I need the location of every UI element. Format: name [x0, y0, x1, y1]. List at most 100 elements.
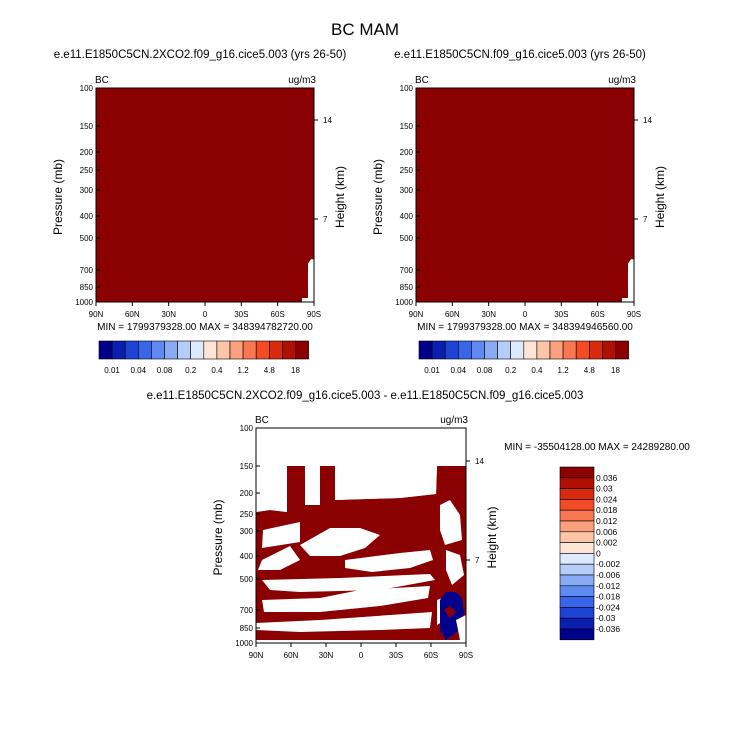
x-tick-label: 60S [424, 651, 438, 660]
y-tick-label: 300 [400, 186, 414, 195]
colorbar-swatch [457, 340, 472, 360]
colorbar-label: 18 [291, 366, 300, 375]
colorbar-label: -0.012 [596, 581, 620, 591]
colorbar-label: 0.002 [596, 538, 618, 548]
colorbar-label: 0.036 [596, 473, 618, 483]
panel-3-minmax: MIN = -35504128.00 MAX = 24289280.00 [504, 442, 690, 453]
colorbar-swatch [295, 340, 309, 360]
colorbar-swatch [559, 607, 595, 619]
colorbar-swatch [559, 553, 595, 565]
x-tick-label: 30N [319, 651, 334, 660]
field-gap [308, 259, 314, 302]
diff-field-gap [446, 550, 464, 585]
y-tick-label: 400 [240, 552, 254, 561]
colorbar-label: 0.01 [104, 366, 120, 375]
left-corner-label: BC [415, 75, 429, 86]
diff-field-gap [335, 466, 437, 500]
colorbar-label: 0.2 [505, 366, 517, 375]
y-tick-label: 500 [240, 575, 254, 584]
x-tick-label: 60N [445, 310, 460, 319]
colorbar-label: 1.2 [558, 366, 570, 375]
colorbar-swatch [559, 596, 595, 608]
diff-field-gap [262, 522, 300, 548]
colorbar-swatch [242, 340, 257, 360]
y-tick-label: 500 [400, 234, 414, 243]
colorbar-label: -0.006 [596, 570, 620, 580]
y-tick-label: 400 [80, 212, 94, 221]
colorbar-swatch [151, 340, 165, 360]
colorbar-label: 0.012 [596, 516, 618, 526]
colorbar-label: 0.03 [596, 484, 613, 494]
colorbar-swatch [471, 340, 485, 360]
colorbar-label: 0.024 [596, 494, 618, 504]
colorbar-swatch [282, 340, 296, 360]
diff-field-gap [256, 428, 466, 466]
x-tick-label: 60N [125, 310, 140, 319]
colorbar-label: 1.2 [238, 366, 250, 375]
colorbar-label: 0.08 [477, 366, 493, 375]
colorbar-swatch [615, 340, 629, 360]
colorbar-label: 0.04 [451, 366, 467, 375]
x-tick-label: 90N [249, 651, 264, 660]
panel-3-title: e.e11.E1850C5CN.2XCO2.f09_g16.cice5.003 … [146, 390, 584, 402]
y-tick-label: 700 [80, 266, 94, 275]
colorbar-swatch [559, 617, 595, 630]
colorbar-label: 0.4 [531, 366, 543, 375]
colorbar-swatch [444, 340, 459, 360]
panel-1-minmax: MIN = 1799379328.00 MAX = 348394782720.0… [97, 322, 313, 333]
diff-field-gap [262, 574, 435, 592]
y-tick-label: 250 [240, 510, 254, 519]
left-corner-label: BC [255, 415, 269, 426]
colorbar-swatch [562, 340, 577, 360]
colorbar-swatch [190, 340, 205, 360]
colorbar-swatch [575, 340, 590, 360]
colorbar-swatch [559, 499, 595, 511]
colorbar-swatch [177, 340, 192, 360]
colorbar-swatch [559, 488, 595, 500]
x-tick-label: 90S [307, 310, 321, 319]
colorbar-label: 0.04 [131, 366, 147, 375]
colorbar-swatch [255, 340, 270, 360]
colorbar-swatch [268, 340, 283, 360]
colorbar-label: 0.018 [596, 505, 618, 515]
colorbar-swatch [203, 340, 218, 360]
y-tick-label: 150 [240, 462, 254, 471]
colorbar-swatch [602, 340, 616, 360]
diff-field-positive [444, 606, 456, 618]
colorbar-swatch [559, 563, 595, 576]
y-tick-label: 400 [400, 212, 414, 221]
field-gap [302, 298, 308, 302]
x-tick-label: 30S [234, 310, 248, 319]
field-gap [628, 259, 634, 302]
y-right-tick-label: 14 [323, 116, 332, 125]
right-corner-label: ug/m3 [440, 415, 468, 426]
x-tick-label: 0 [523, 310, 528, 319]
colorbar-label: -0.018 [596, 592, 620, 602]
x-tick-label: 90N [89, 310, 104, 319]
colorbar-label: 0.01 [424, 366, 440, 375]
colorbar-swatch [497, 340, 512, 360]
colorbar-swatch [559, 585, 595, 597]
diff-field-gap [456, 615, 466, 640]
colorbar-label: 0.006 [596, 527, 618, 537]
y-right-tick-label: 14 [475, 457, 484, 466]
colorbar-label: 4.8 [584, 366, 596, 375]
y-tick-label: 1000 [235, 639, 253, 648]
colorbar-swatch [588, 340, 603, 360]
y-tick-label: 250 [80, 166, 94, 175]
y-tick-label: 700 [240, 606, 254, 615]
colorbar-swatch [559, 509, 595, 522]
colorbar-swatch [549, 340, 564, 360]
diff-field-gap [440, 500, 462, 545]
y-tick-label: 250 [400, 166, 414, 175]
y-right-tick-label: 14 [643, 116, 652, 125]
colorbar-swatch [559, 477, 595, 489]
colorbar-label: 0 [596, 548, 601, 558]
colorbar-swatch [559, 542, 595, 554]
field-fill [96, 88, 314, 302]
x-tick-label: 60S [271, 310, 285, 319]
right-corner-label: ug/m3 [608, 75, 636, 86]
colorbar-swatch [418, 340, 433, 360]
y-tick-label: 100 [240, 424, 254, 433]
